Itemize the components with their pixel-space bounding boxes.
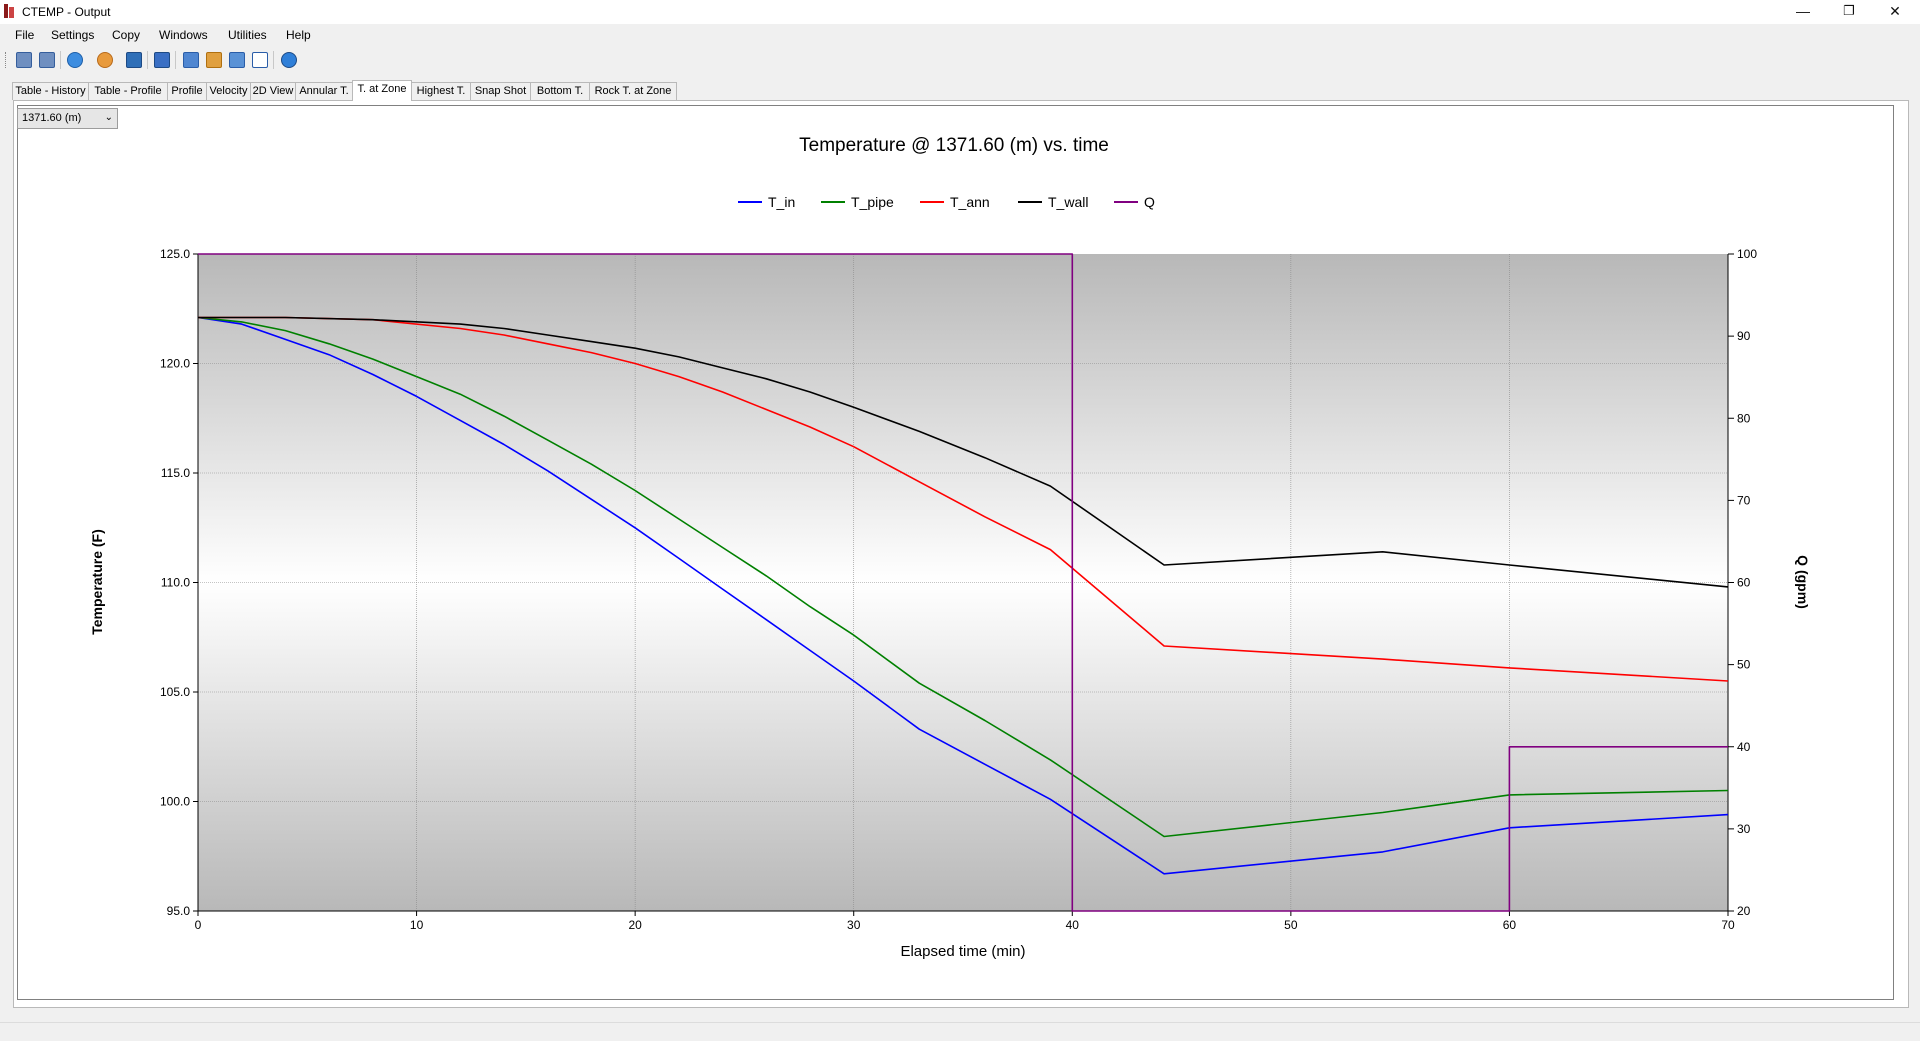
- legend-label-t-in: T_in: [768, 194, 795, 210]
- y-tick-label: 125.0: [160, 247, 190, 261]
- tab-annular-t[interactable]: Annular T.: [295, 82, 353, 100]
- open-table-2-icon[interactable]: [37, 50, 55, 68]
- y-tick-label: 100.0: [160, 795, 190, 809]
- y-axis-label: Temperature (F): [89, 529, 105, 635]
- menu-bar: File Settings Copy Windows Utilities Hel…: [0, 24, 1920, 46]
- y2-tick-label: 90: [1737, 329, 1751, 343]
- menu-settings[interactable]: Settings: [51, 28, 95, 42]
- list-icon[interactable]: [227, 50, 245, 68]
- chart-area: Temperature @ 1371.60 (m) vs. time T_in T…: [17, 105, 1894, 1000]
- menu-file[interactable]: File: [15, 28, 35, 42]
- export-icon[interactable]: [65, 50, 83, 68]
- chart-legend: T_in T_pipe T_ann T_wall Q: [738, 194, 1155, 210]
- series-line-t-ann: [198, 316, 1729, 682]
- y2-tick-label: 30: [1737, 822, 1751, 836]
- x-tick-label: 60: [1503, 918, 1517, 932]
- depth-select-value: 1371.60 (m): [22, 112, 82, 124]
- status-bar: [0, 1022, 1920, 1041]
- table-grid-icon[interactable]: [204, 50, 222, 68]
- y-tick-label: 105.0: [160, 685, 190, 699]
- app-icon: [4, 4, 14, 18]
- tab-profile[interactable]: Profile: [167, 82, 207, 100]
- menu-utilities[interactable]: Utilities: [228, 28, 267, 42]
- legend-label-t-ann: T_ann: [950, 194, 990, 210]
- series-line-t-pipe: [197, 316, 1729, 838]
- grid-icon[interactable]: [181, 50, 199, 68]
- toolbar-separator: [147, 51, 148, 69]
- tab-bottom-t[interactable]: Bottom T.: [530, 82, 590, 100]
- y2-tick-label: 40: [1737, 740, 1751, 754]
- minimize-button[interactable]: —: [1796, 3, 1810, 19]
- y2-tick-label: 70: [1737, 493, 1751, 507]
- series-line-t-in: [197, 316, 1729, 875]
- bar-chart-icon[interactable]: [152, 50, 170, 68]
- legend-label-q: Q: [1144, 194, 1155, 210]
- x-tick-label: 70: [1721, 918, 1735, 932]
- axis-labels: Elapsed time (min) Temperature (F) Q (gp…: [89, 529, 1811, 960]
- tab-2d-view[interactable]: 2D View: [250, 82, 296, 100]
- x-axis-label: Elapsed time (min): [900, 943, 1025, 960]
- menu-copy[interactable]: Copy: [112, 28, 141, 42]
- tab-snap-shot[interactable]: Snap Shot: [470, 82, 531, 100]
- tab-table-profile[interactable]: Table - Profile: [88, 82, 168, 100]
- y-tick-label: 120.0: [160, 357, 190, 371]
- maximize-button[interactable]: ❐: [1843, 3, 1855, 18]
- x-tick-label: 20: [628, 918, 642, 932]
- y2-tick-label: 20: [1737, 904, 1751, 918]
- series-lines: [197, 253, 1729, 912]
- x-tick-label: 40: [1066, 918, 1080, 932]
- y-tick-label: 115.0: [161, 466, 190, 480]
- save-icon[interactable]: [124, 50, 142, 68]
- x-tick-label: 50: [1284, 918, 1298, 932]
- window-title: CTEMP - Output: [22, 5, 111, 19]
- open-table-icon[interactable]: [14, 50, 32, 68]
- chart-title: Temperature @ 1371.60 (m) vs. time: [799, 135, 1109, 156]
- menu-windows[interactable]: Windows: [159, 28, 208, 42]
- title-bar: CTEMP - Output — ❐ ✕: [0, 0, 1920, 24]
- toolbar-separator: [175, 51, 176, 69]
- y2-axis-label: Q (gpm): [1795, 555, 1811, 609]
- y-tick-label: 110.0: [161, 576, 190, 590]
- x-tick-label: 30: [847, 918, 861, 932]
- x-tick-label: 10: [410, 918, 424, 932]
- temperature-chart: Temperature @ 1371.60 (m) vs. time T_in T…: [89, 135, 1811, 960]
- y2-tick-label: 50: [1737, 658, 1751, 672]
- tab-t-at-zone[interactable]: T. at Zone: [352, 80, 412, 101]
- toolbar-separator: [60, 51, 61, 69]
- tab-rock-t-at-zone[interactable]: Rock T. at Zone: [589, 82, 677, 100]
- series-line-q: [198, 253, 1728, 912]
- y2-tick-label: 60: [1737, 576, 1751, 590]
- tab-table-history[interactable]: Table - History: [12, 82, 89, 100]
- legend-label-t-wall: T_wall: [1048, 194, 1088, 210]
- depth-select[interactable]: 1371.60 (m) ⌄: [17, 108, 118, 129]
- tab-velocity[interactable]: Velocity: [206, 82, 251, 100]
- toolbar-grip[interactable]: [5, 52, 8, 68]
- tab-highest-t[interactable]: Highest T.: [411, 82, 471, 100]
- toolbar-separator: [273, 51, 274, 69]
- menu-help[interactable]: Help: [286, 28, 311, 42]
- y2-tick-label: 100: [1737, 247, 1757, 261]
- print-icon[interactable]: [95, 50, 113, 68]
- help-icon[interactable]: [279, 50, 297, 68]
- edit-icon[interactable]: [250, 50, 268, 68]
- series-line-t-wall: [198, 316, 1729, 588]
- y-tick-label: 95.0: [167, 904, 191, 918]
- toolbar: [0, 46, 1920, 74]
- chevron-down-icon: ⌄: [104, 112, 113, 123]
- y2-tick-label: 80: [1737, 411, 1751, 425]
- x-tick-label: 0: [195, 918, 202, 932]
- close-button[interactable]: ✕: [1889, 3, 1901, 19]
- legend-label-t-pipe: T_pipe: [851, 194, 894, 210]
